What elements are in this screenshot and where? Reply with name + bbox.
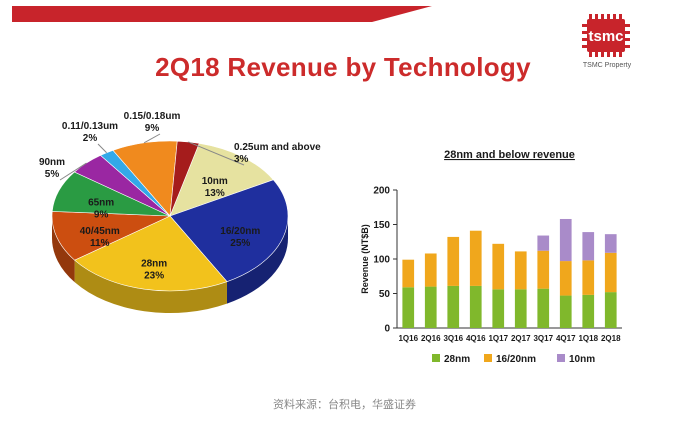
pie-slice bbox=[51, 211, 171, 261]
legend-swatch bbox=[432, 354, 440, 362]
legend-label: 28nm bbox=[444, 354, 470, 365]
pie-slice-value: 13% bbox=[205, 188, 225, 199]
logo-subtext: TSMC Property bbox=[582, 62, 632, 69]
pie-slice-side bbox=[52, 216, 75, 283]
pie-slice-value: 25% bbox=[230, 238, 250, 249]
pie-leader-line bbox=[97, 143, 107, 154]
pie-slice-value: 9% bbox=[94, 209, 109, 220]
pie-slice-label: 0.25um and above bbox=[234, 142, 321, 153]
x-tick-label: 4Q16 bbox=[466, 334, 486, 343]
pie-slice-label: 10nm bbox=[202, 176, 228, 187]
y-tick-label: 150 bbox=[373, 220, 390, 231]
y-tick-label: 0 bbox=[384, 324, 390, 335]
legend-swatch bbox=[484, 354, 492, 362]
pie-leader-line bbox=[59, 162, 87, 181]
header-red-bar bbox=[12, 6, 432, 22]
bar-segment-16-20nm bbox=[582, 260, 595, 295]
bar-segment-16-20nm bbox=[424, 253, 437, 287]
bar-segment-16-20nm bbox=[537, 250, 550, 289]
bar-segment-16-20nm bbox=[604, 252, 617, 293]
bar-segment-28nm bbox=[402, 287, 415, 328]
pie-slice bbox=[169, 142, 274, 217]
x-tick-label: 1Q18 bbox=[578, 334, 598, 343]
pie-leader-line bbox=[143, 133, 161, 144]
x-tick-label: 4Q17 bbox=[556, 334, 576, 343]
pie-slice-label: 28nm bbox=[141, 258, 167, 269]
bar-segment-10nm bbox=[582, 232, 595, 261]
bar-segment-16-20nm bbox=[559, 261, 572, 296]
bar-segment-28nm bbox=[514, 289, 527, 328]
y-tick-label: 50 bbox=[379, 289, 391, 300]
pie-slice-value: 9% bbox=[145, 123, 160, 134]
source-caption: 资料来源：台积电，华盛证券 bbox=[273, 398, 416, 411]
pie-slice-value: 5% bbox=[45, 169, 60, 180]
pie-slice-value: 3% bbox=[234, 154, 249, 165]
tsmc-logo: tsmc bbox=[582, 14, 630, 57]
technology-pie-chart: 10nm13%16/20nm25%28nm23%40/45nm11%65nm9%… bbox=[39, 111, 321, 313]
bar-segment-28nm bbox=[424, 286, 437, 328]
pie-slice-label: 0.15/0.18um bbox=[124, 111, 181, 122]
bar-segment-28nm bbox=[492, 289, 505, 328]
bar-segment-16-20nm bbox=[514, 251, 527, 290]
bar-segment-16-20nm bbox=[447, 236, 460, 286]
pie-slice-side bbox=[226, 216, 288, 304]
x-tick-label: 3Q17 bbox=[533, 334, 553, 343]
pie-slice-label: 0.11/0.13um bbox=[62, 121, 118, 132]
pie-slice-side bbox=[74, 260, 227, 313]
pie-slice-label: 16/20nm bbox=[220, 226, 260, 237]
pie-leader-line bbox=[188, 141, 245, 166]
bar-segment-28nm bbox=[447, 285, 460, 328]
x-tick-label: 2Q16 bbox=[421, 334, 441, 343]
pie-slice-label: 90nm bbox=[39, 157, 65, 168]
bar-segment-10nm bbox=[537, 235, 550, 251]
bar-segment-16-20nm bbox=[402, 259, 415, 288]
logo-text: tsmc bbox=[588, 28, 623, 45]
pie-slice-value: 11% bbox=[90, 238, 110, 249]
x-tick-label: 1Q16 bbox=[398, 334, 418, 343]
pie-slice bbox=[74, 215, 228, 292]
bar-segment-16-20nm bbox=[469, 230, 482, 286]
bar-segment-28nm bbox=[537, 288, 550, 328]
x-tick-label: 2Q17 bbox=[511, 334, 531, 343]
pie-slice-label: 40/45nm bbox=[80, 226, 120, 237]
legend-label: 10nm bbox=[569, 354, 595, 365]
y-tick-label: 200 bbox=[373, 186, 390, 197]
x-tick-label: 3Q16 bbox=[443, 334, 463, 343]
pie-slice-label: 65nm bbox=[88, 197, 114, 208]
x-tick-label: 2Q18 bbox=[601, 334, 621, 343]
bar-segment-16-20nm bbox=[492, 243, 505, 290]
28nm-below-revenue-chart: 28nm and below revenue Revenue (NT$B) 0 50 1… bbox=[360, 149, 622, 365]
pie-slice-value: 2% bbox=[83, 133, 98, 144]
bar-segment-10nm bbox=[559, 218, 572, 262]
bar-segment-28nm bbox=[559, 295, 572, 328]
bar-segment-28nm bbox=[604, 292, 617, 328]
y-axis-label: Revenue (NT$B) bbox=[360, 224, 370, 294]
x-tick-label: 1Q17 bbox=[488, 334, 508, 343]
legend-label: 16/20nm bbox=[496, 354, 536, 365]
bar-segment-10nm bbox=[604, 234, 617, 253]
pie-slice bbox=[169, 179, 289, 283]
pie-slice-value: 23% bbox=[144, 270, 164, 281]
y-tick-label: 100 bbox=[373, 255, 390, 266]
bar-chart-title: 28nm and below revenue bbox=[444, 149, 575, 161]
slide: tsmc TSMC Property 2Q18 Revenue by Techn… bbox=[12, 6, 674, 380]
bar-segment-28nm bbox=[582, 294, 595, 328]
legend-swatch bbox=[557, 354, 565, 362]
bar-segment-28nm bbox=[469, 285, 482, 328]
page-title: 2Q18 Revenue by Technology bbox=[155, 52, 531, 82]
